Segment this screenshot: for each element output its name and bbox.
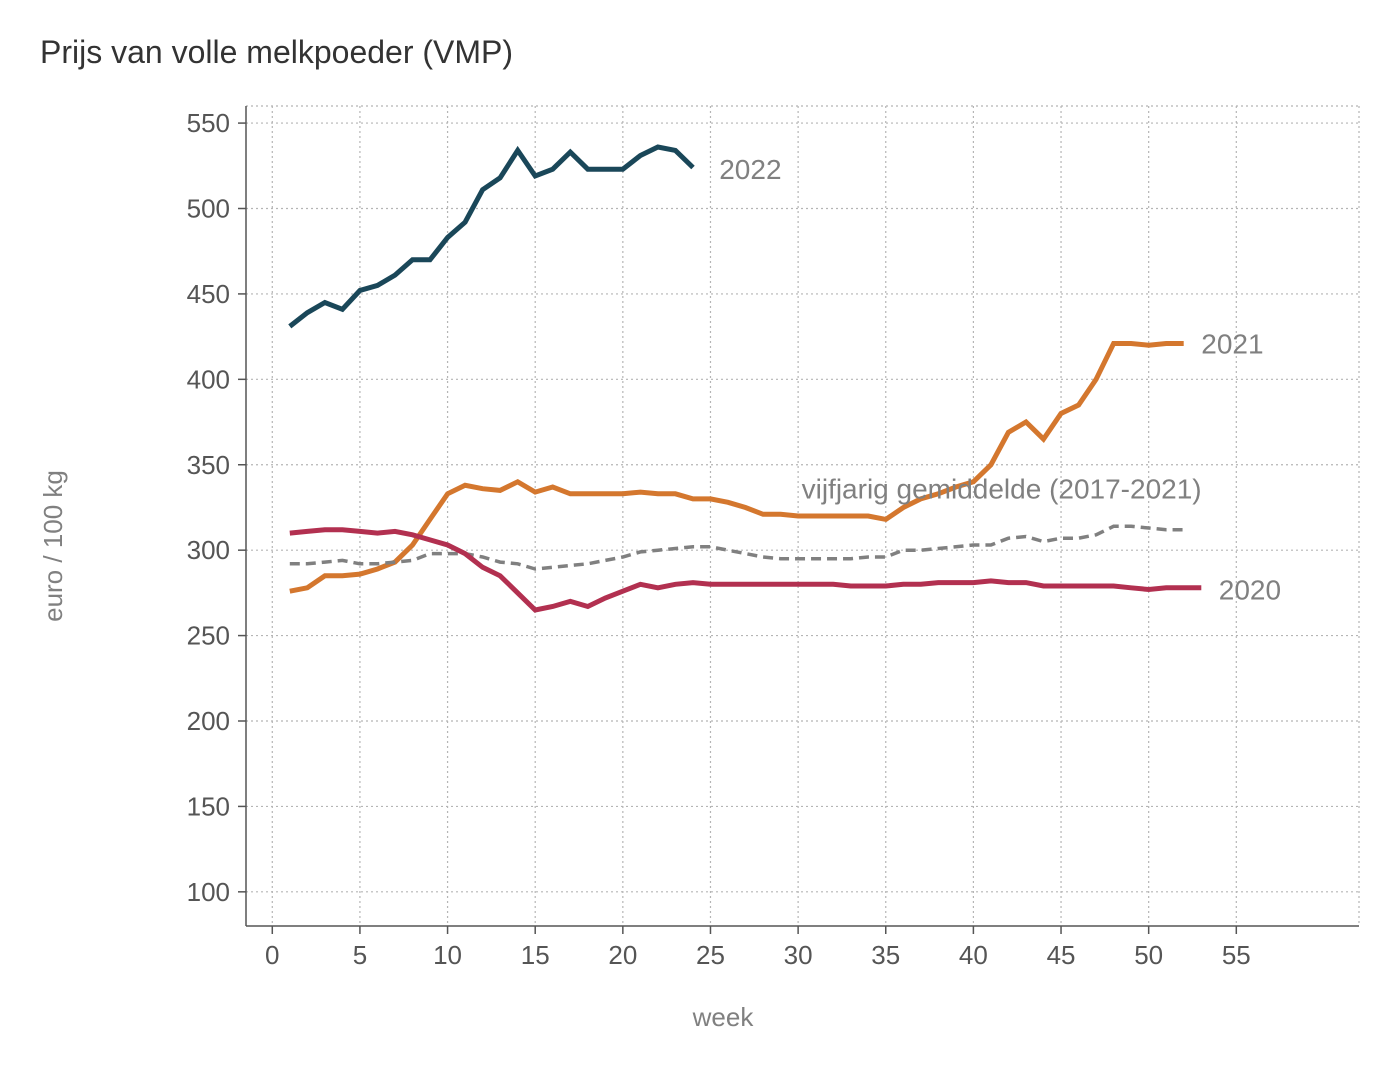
x-tick-label: 25 xyxy=(696,940,725,970)
chart-title: Prijs van volle melkpoeder (VMP) xyxy=(40,34,514,70)
x-tick-label: 30 xyxy=(784,940,813,970)
series-line-0 xyxy=(288,144,695,329)
axes xyxy=(238,106,1359,934)
y-tick-label: 450 xyxy=(187,279,230,309)
y-tick-label: 250 xyxy=(187,621,230,651)
y-axis-title: euro / 100 kg xyxy=(38,470,68,622)
x-tick-label: 10 xyxy=(433,940,462,970)
y-tick-label: 100 xyxy=(187,877,230,907)
x-tick-label: 20 xyxy=(608,940,637,970)
y-tick-label: 500 xyxy=(187,194,230,224)
series-label-2: vijfjarig gemiddelde (2017-2021) xyxy=(802,474,1202,505)
y-tick-label: 300 xyxy=(187,535,230,565)
x-tick-label: 5 xyxy=(353,940,367,970)
series-line-1 xyxy=(289,341,1184,594)
series-line-2 xyxy=(289,524,1184,571)
series-lines xyxy=(288,144,1202,613)
x-tick-label: 45 xyxy=(1047,940,1076,970)
series-labels: 2022 2021 vijfjarig gemiddelde (2017-2021)… xyxy=(719,154,1281,605)
y-tick-label: 200 xyxy=(187,706,230,736)
y-tick-label: 400 xyxy=(187,364,230,394)
tick-labels: 100 150 200 250 300 350 400 450 500 550 0 5 10 15 20 25… xyxy=(187,108,1251,970)
y-tick-label: 550 xyxy=(187,108,230,138)
x-tick-label: 15 xyxy=(521,940,550,970)
x-tick-label: 50 xyxy=(1134,940,1163,970)
series-line-3 xyxy=(289,527,1202,613)
y-tick-label: 150 xyxy=(187,791,230,821)
series-label-1: 2021 xyxy=(1201,328,1263,359)
x-tick-label: 0 xyxy=(265,940,279,970)
x-tick-label: 35 xyxy=(871,940,900,970)
series-label-0: 2022 xyxy=(719,154,781,185)
x-tick-label: 40 xyxy=(959,940,988,970)
y-tick-label: 350 xyxy=(187,450,230,480)
x-axis-title: week xyxy=(692,1002,755,1032)
grid xyxy=(246,105,1360,926)
x-tick-label: 55 xyxy=(1222,940,1251,970)
series-label-3: 2020 xyxy=(1219,574,1281,605)
